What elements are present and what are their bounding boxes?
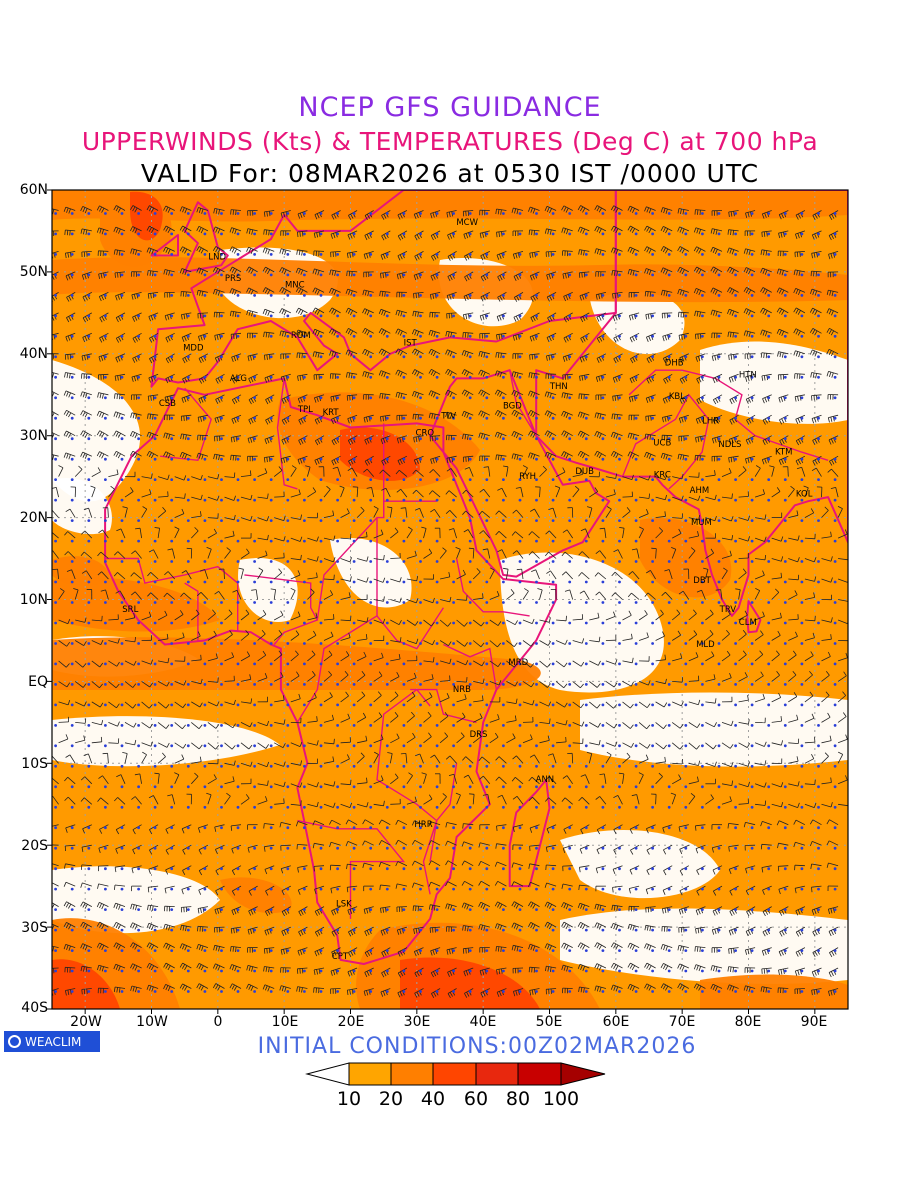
lat-label: EQ: [28, 674, 48, 690]
station-labels: MCW LND PRS MNC ROM IST MDD ALG CSB TPL KRT CRO TLV B…: [122, 218, 812, 962]
station-label: HTN: [739, 371, 757, 381]
colorbar-label: 60: [463, 1088, 489, 1110]
temperature-bands: [52, 190, 848, 1009]
lat-label: 20N: [19, 510, 48, 526]
station-label: RYH: [519, 472, 536, 482]
station-label: ALG: [230, 374, 247, 384]
lon-label: 60E: [602, 1014, 630, 1030]
lon-label: 0: [213, 1014, 223, 1030]
lon-label: 50E: [535, 1014, 563, 1030]
station-label: NRB: [453, 685, 471, 695]
station-label: KRT: [323, 408, 340, 418]
station-label: LHR: [702, 416, 719, 426]
lon-label: 40E: [469, 1014, 497, 1030]
colorbar-label: 40: [420, 1088, 446, 1110]
station-label: CPT: [332, 952, 349, 962]
coastlines: [104, 190, 848, 965]
lon-label: 10E: [271, 1014, 299, 1030]
station-label: MUM: [691, 518, 712, 528]
lon-label: 30E: [403, 1014, 431, 1030]
station-label: PRS: [225, 274, 241, 284]
lat-label: 40N: [19, 346, 48, 362]
station-label: KRC: [654, 471, 671, 481]
lat-label: 50N: [19, 264, 48, 280]
lat-label: 10N: [19, 592, 48, 608]
station-label: MLD: [696, 640, 715, 650]
station-label: BGD: [503, 402, 522, 412]
weaclim-logo[interactable]: WEACLIM: [4, 1031, 100, 1052]
station-label: IST: [404, 339, 418, 349]
logo-circle-icon: [8, 1035, 21, 1048]
lon-label: 80E: [734, 1014, 762, 1030]
chart-title: NCEP GFS GUIDANCE: [298, 92, 602, 123]
station-label: DHB: [665, 358, 684, 368]
station-label: DUB: [575, 467, 594, 477]
colorbar-label: 10: [336, 1088, 362, 1110]
station-label: SRL: [122, 605, 138, 615]
axis-ticks: [47, 189, 816, 1014]
station-label: MCW: [456, 218, 478, 228]
wind-barbs: [52, 205, 848, 999]
station-label: MDD: [183, 344, 204, 354]
station-label: NDLS: [718, 440, 741, 450]
station-label: KBL: [669, 392, 685, 402]
lon-label: 90E: [800, 1014, 828, 1030]
lon-label: 20E: [337, 1014, 365, 1030]
station-label: CSB: [159, 399, 176, 409]
valid-time: VALID For: 08MAR2026 at 0530 IST /0000 U…: [140, 159, 760, 188]
colorbar-label: 100: [542, 1088, 580, 1110]
station-label: TRV: [719, 605, 737, 615]
lon-label: 70E: [668, 1014, 696, 1030]
chart-subtitle: UPPERWINDS (Kts) & TEMPERATURES (Deg C) …: [81, 127, 819, 156]
lon-label: 20W: [70, 1014, 102, 1030]
lat-label: 30N: [19, 428, 48, 444]
station-label: ROM: [291, 331, 311, 341]
lat-label: 20S: [21, 838, 48, 854]
station-label: MRD: [508, 658, 528, 668]
station-label: HRR: [414, 820, 432, 830]
lat-label: 40S: [21, 1000, 48, 1016]
station-label: DRS: [470, 730, 488, 740]
station-label: CLM: [739, 618, 757, 628]
initial-conditions: INITIAL CONDITIONS:00Z02MAR2026: [257, 1034, 697, 1059]
colorbar-label: 80: [505, 1088, 531, 1110]
station-label: MNC: [285, 281, 305, 291]
station-label: TLV: [440, 412, 456, 422]
lon-label: 10W: [136, 1014, 168, 1030]
station-label: THN: [549, 382, 568, 392]
station-label: KTM: [775, 448, 792, 458]
colorbar-label: 20: [378, 1088, 404, 1110]
lat-label: 10S: [21, 756, 48, 772]
station-label: LSK: [336, 900, 352, 910]
station-label: KOL: [796, 489, 813, 499]
station-label: TPL: [297, 405, 313, 415]
station-label: CRO: [416, 429, 435, 439]
station-label: UCB: [653, 439, 671, 449]
station-label: ANN: [536, 775, 555, 785]
station-label: LND: [208, 253, 226, 263]
station-label: AHM: [690, 486, 710, 496]
logo-text: WEACLIM: [25, 1034, 82, 1049]
lat-label: 30S: [21, 920, 48, 936]
lat-label: 60N: [19, 182, 48, 198]
station-label: DBT: [693, 576, 711, 586]
